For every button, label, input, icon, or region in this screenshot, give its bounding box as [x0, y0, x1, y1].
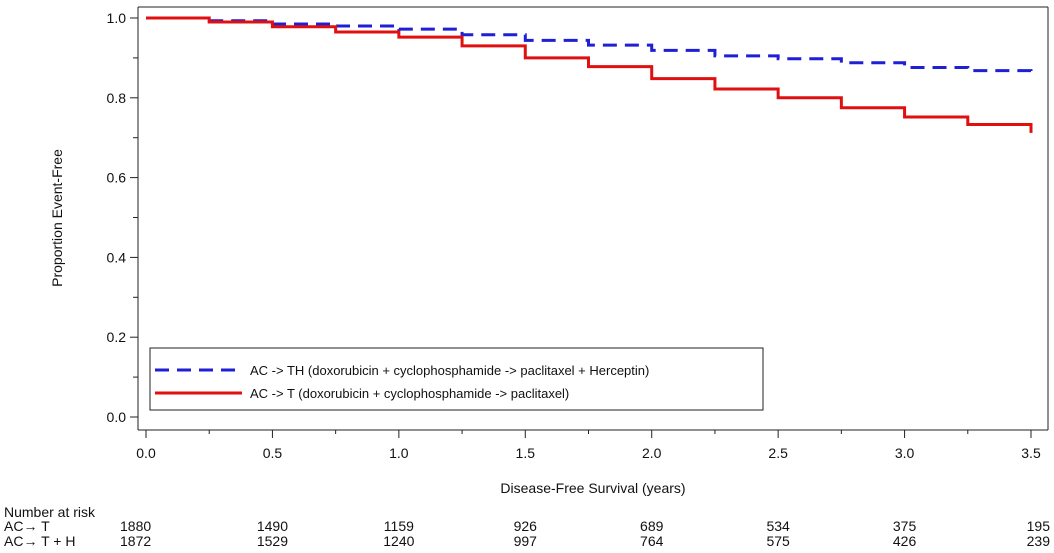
x-tick-label: 3.5 [1021, 445, 1041, 461]
risk-row-label-ac-t-h: AC→ T + H [4, 533, 75, 549]
risk-value: 426 [893, 533, 917, 549]
risk-value: 1872 [120, 533, 151, 549]
x-tick-label: 0.5 [263, 445, 283, 461]
x-tick-label: 2.0 [642, 445, 662, 461]
risk-table: Number at risk AC→ T AC→ T + H 1880 1490 1… [4, 504, 1050, 549]
x-tick-label: 1.0 [389, 445, 409, 461]
risk-value: 1159 [384, 518, 414, 534]
x-tick-label: 1.5 [516, 445, 536, 461]
risk-value: 1880 [120, 518, 151, 534]
legend-label-ac-t: AC -> T (doxorubicin + cyclophosphamide … [250, 386, 569, 401]
risk-table-title: Number at risk [4, 504, 96, 520]
series-line-ac-th [146, 16, 1033, 73]
y-tick-label: 0.4 [107, 249, 127, 265]
risk-value: 997 [514, 533, 538, 549]
plot-frame [137, 6, 1049, 431]
risk-value: 764 [640, 533, 664, 549]
x-tick-label: 3.0 [895, 445, 915, 461]
y-axis-ticks: 0.0 0.2 0.4 0.6 0.8 1.0 [107, 10, 138, 425]
x-tick-label: 2.5 [768, 445, 788, 461]
risk-value: 926 [514, 518, 538, 534]
y-tick-label: 0.6 [107, 170, 127, 186]
risk-value: 1240 [383, 533, 414, 549]
risk-values: 1880 1490 1159 926 689 534 375 195 1872 1529 1240 9… [120, 518, 1050, 549]
y-axis-label: Proportion Event-Free [49, 149, 65, 287]
risk-value: 689 [640, 518, 664, 534]
risk-value: 534 [766, 518, 790, 534]
risk-value: 575 [766, 533, 790, 549]
risk-value: 1490 [257, 518, 288, 534]
y-tick-label: 1.0 [107, 10, 127, 26]
risk-value: 195 [1027, 518, 1051, 534]
x-axis-label: Disease-Free Survival (years) [500, 480, 685, 496]
risk-value: 375 [893, 518, 917, 534]
y-tick-label: 0.0 [107, 409, 127, 425]
legend: AC -> TH (doxorubicin + cyclophosphamide… [149, 347, 764, 411]
x-tick-label: 0.0 [136, 445, 156, 461]
series-line-ac-t [146, 16, 1033, 133]
legend-label-ac-th: AC -> TH (doxorubicin + cyclophosphamide… [250, 363, 649, 378]
y-tick-label: 0.8 [107, 90, 127, 106]
risk-row-label-ac-t: AC→ T [4, 518, 50, 534]
risk-value: 239 [1027, 533, 1051, 549]
risk-value: 1529 [257, 533, 288, 549]
y-tick-label: 0.2 [107, 329, 127, 345]
series-layer [146, 16, 1033, 133]
x-axis-ticks: 0.0 0.5 1.0 1.5 2.0 2.5 3.0 3.5 [136, 430, 1041, 461]
legend-box [149, 347, 764, 411]
